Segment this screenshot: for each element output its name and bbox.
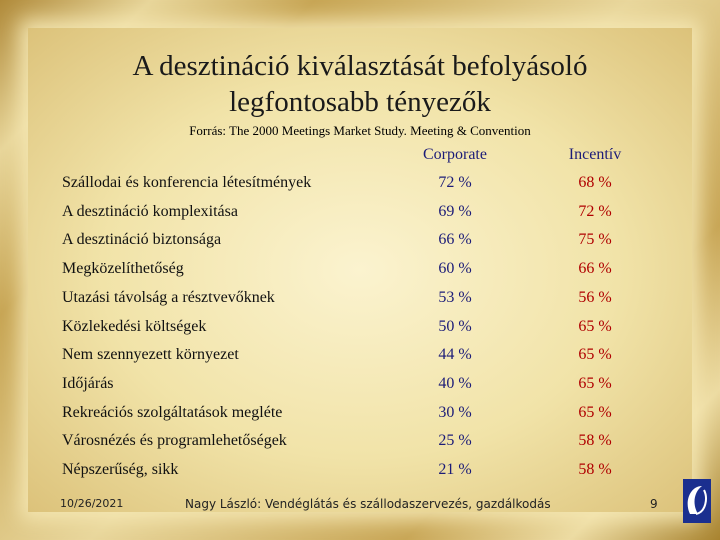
row-label: A desztináció komplexitása	[62, 202, 238, 220]
incentive-value: 56 %	[578, 288, 612, 306]
incentive-value: 72 %	[578, 202, 612, 220]
row-label: Nem szennyezett környezet	[62, 346, 239, 364]
incentive-value: 75 %	[578, 231, 612, 249]
row-label: Városnézés és programlehetőségek	[62, 432, 287, 450]
footer-text: Nagy László: Vendéglátás és szállodaszer…	[185, 497, 551, 511]
corporate-value: 44 %	[438, 346, 472, 364]
column-header: Corporate	[423, 146, 487, 163]
column-header: Incentív	[568, 146, 622, 163]
row-label: Közlekedési költségek	[62, 317, 207, 335]
page-number: 9	[650, 497, 658, 511]
row-label: Rekreációs szolgáltatások megléte	[62, 403, 283, 421]
row-label: Népszerűség, sikk	[62, 461, 179, 478]
incentive-value: 65 %	[578, 317, 612, 335]
corporate-value: 60 %	[438, 260, 472, 278]
incentive-value: 65 %	[578, 403, 612, 421]
title-line: legfontosabb tényezők	[229, 86, 491, 118]
logo	[683, 479, 711, 523]
incentive-value: 66 %	[578, 260, 612, 278]
row-label: Megközelíthetőség	[62, 260, 184, 278]
row-label: A desztináció biztonsága	[62, 231, 222, 249]
row-label: Utazási távolság a résztvevőknek	[62, 288, 275, 306]
corporate-value: 50 %	[438, 317, 472, 335]
corporate-value: 66 %	[438, 231, 472, 249]
row-label: Szállodai és konferencia létesítmények	[62, 174, 312, 191]
corporate-value: 25 %	[438, 432, 472, 450]
incentive-value: 65 %	[578, 374, 612, 392]
corporate-value: 69 %	[438, 202, 472, 220]
corporate-value: 40 %	[438, 374, 472, 392]
incentive-value: 58 %	[578, 432, 612, 450]
corporate-value: 30 %	[438, 403, 472, 421]
source: Forrás: The 2000 Meetings Market Study. …	[189, 123, 531, 138]
row-label: Időjárás	[62, 374, 114, 392]
corporate-value: 53 %	[438, 288, 472, 306]
incentive-value: 58 %	[578, 461, 612, 478]
slide-panel	[28, 28, 692, 512]
corporate-value: 72 %	[438, 174, 472, 191]
footer-date: 10/26/2021	[60, 497, 124, 510]
corporate-value: 21 %	[438, 461, 472, 478]
incentive-value: 65 %	[578, 346, 612, 364]
incentive-value: 68 %	[578, 174, 612, 191]
title-line: A desztináció kiválasztását befolyásoló	[132, 50, 588, 82]
